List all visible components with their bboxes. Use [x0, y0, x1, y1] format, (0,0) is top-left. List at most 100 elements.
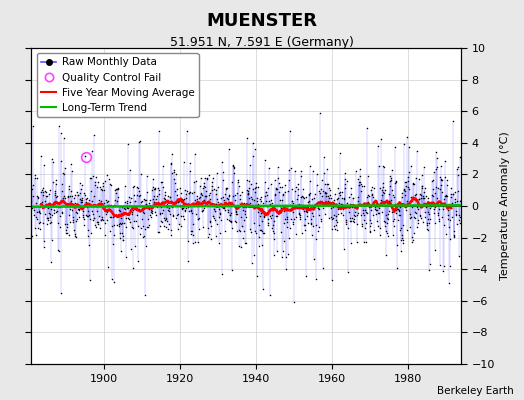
Point: [410, 208, 419, 215]
Point: [258, 227, 266, 234]
Point: [425, 204, 434, 211]
Point: [428, 201, 436, 207]
Point: [159, 183, 167, 190]
Point: [397, 232, 406, 238]
Point: [319, 205, 328, 212]
Point: [217, 201, 226, 208]
Point: [396, 212, 404, 218]
Point: [189, 232, 197, 238]
Point: [214, 184, 223, 190]
Point: [272, 248, 281, 254]
Point: [205, 218, 214, 224]
Point: [93, 219, 101, 225]
Point: [401, 206, 410, 213]
Point: [445, 280, 454, 286]
Point: [456, 154, 464, 160]
Point: [400, 186, 409, 192]
Point: [298, 202, 307, 208]
Point: [171, 215, 180, 221]
Point: [369, 194, 377, 200]
Point: [212, 232, 220, 239]
Point: [212, 190, 221, 197]
Point: [141, 201, 150, 207]
Point: [339, 212, 347, 218]
Point: [402, 134, 411, 140]
Point: [153, 202, 161, 209]
Point: [66, 218, 74, 225]
Point: [100, 186, 108, 193]
Point: [34, 225, 42, 232]
Point: [384, 216, 392, 222]
Point: [235, 227, 244, 233]
Point: [401, 179, 410, 186]
Point: [380, 218, 389, 225]
Point: [244, 190, 253, 197]
Point: [59, 170, 67, 177]
Point: [202, 193, 210, 200]
Point: [280, 208, 288, 214]
Point: [358, 220, 366, 227]
Point: [271, 185, 280, 191]
Point: [282, 214, 291, 220]
Point: [307, 216, 315, 222]
Point: [144, 216, 152, 222]
Point: [48, 237, 56, 243]
Point: [440, 196, 448, 202]
Point: [330, 222, 338, 229]
Point: [448, 214, 456, 220]
Point: [252, 230, 260, 236]
Point: [245, 178, 253, 184]
Point: [432, 164, 441, 170]
Point: [372, 210, 380, 217]
Point: [192, 198, 201, 204]
Point: [178, 196, 186, 202]
Point: [79, 212, 87, 218]
Point: [282, 253, 290, 260]
Point: [152, 193, 161, 199]
Point: [409, 181, 418, 188]
Point: [378, 184, 387, 190]
Point: [110, 222, 118, 228]
Point: [128, 225, 137, 231]
Point: [233, 211, 242, 217]
Point: [318, 199, 326, 205]
Point: [57, 130, 66, 136]
Point: [215, 230, 224, 236]
Point: [291, 188, 299, 194]
Point: [53, 200, 62, 206]
Point: [95, 213, 103, 219]
Point: [213, 170, 221, 176]
Point: [406, 224, 414, 230]
Point: [259, 286, 268, 293]
Point: [375, 163, 383, 169]
Point: [438, 177, 446, 184]
Point: [278, 254, 286, 260]
Point: [60, 134, 68, 141]
Point: [233, 228, 241, 234]
Point: [148, 210, 156, 216]
Legend: Raw Monthly Data, Quality Control Fail, Five Year Moving Average, Long-Term Tren: Raw Monthly Data, Quality Control Fail, …: [37, 53, 199, 117]
Point: [424, 208, 432, 215]
Point: [77, 196, 85, 203]
Point: [450, 228, 458, 234]
Point: [436, 182, 445, 188]
Point: [324, 198, 333, 204]
Point: [242, 240, 250, 246]
Point: [443, 193, 452, 200]
Point: [193, 215, 202, 222]
Point: [340, 196, 348, 202]
Point: [102, 197, 110, 204]
Point: [255, 243, 264, 249]
Point: [234, 204, 242, 211]
Point: [308, 205, 316, 212]
Point: [103, 208, 111, 215]
Point: [362, 239, 370, 246]
Point: [32, 209, 41, 215]
Point: [261, 189, 270, 195]
Point: [188, 210, 196, 216]
Point: [402, 179, 410, 185]
Point: [185, 190, 193, 197]
Point: [78, 199, 86, 205]
Point: [277, 208, 286, 214]
Point: [345, 200, 354, 207]
